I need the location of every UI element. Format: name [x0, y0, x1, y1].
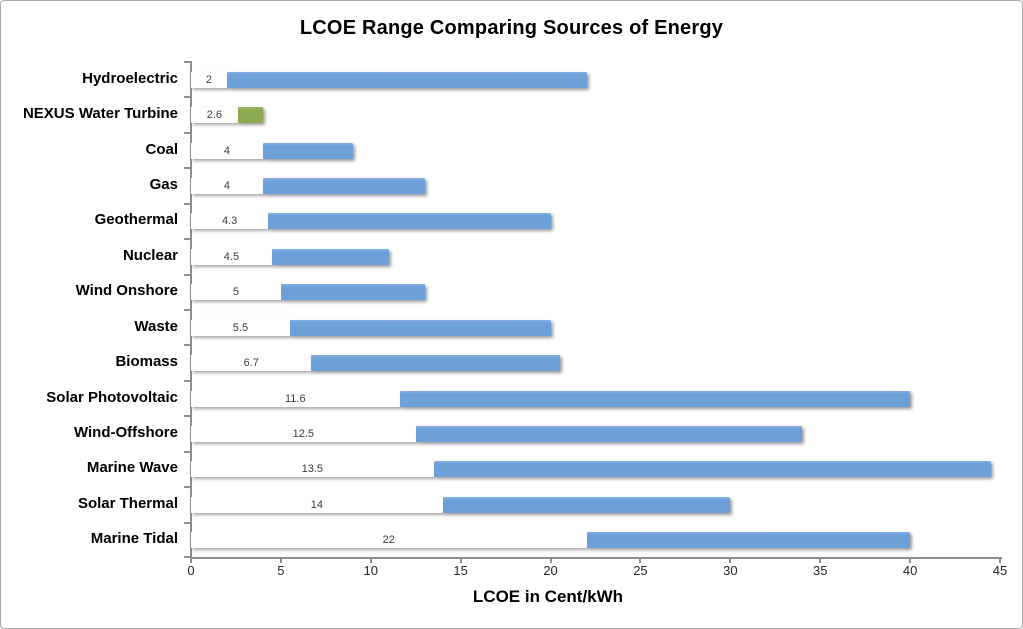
x-tick-label: 40	[902, 563, 918, 578]
x-tick-label: 30	[723, 563, 738, 578]
range-bar	[271, 248, 389, 265]
x-tick-label: 20	[543, 563, 558, 578]
x-axis-tick	[729, 557, 732, 563]
category-label: Biomass	[115, 353, 178, 371]
range-bar	[280, 284, 425, 301]
min-segment: 22	[191, 532, 587, 549]
min-segment: 4.3	[191, 213, 269, 230]
min-value-label: 13.5	[301, 463, 324, 476]
min-segment: 6.7	[191, 355, 312, 372]
y-axis-tick	[184, 556, 191, 558]
min-value-label: 2	[205, 73, 213, 86]
y-axis-line	[190, 61, 192, 557]
y-axis-tick	[184, 309, 191, 311]
x-axis-tick	[819, 557, 822, 563]
x-axis-line	[190, 557, 1002, 559]
category-label: Wind-Offshore	[73, 424, 178, 441]
x-axis-title: LCOE in Cent/kWh	[472, 587, 624, 606]
x-tick-label: 35	[812, 563, 828, 578]
y-axis-tick	[184, 167, 191, 170]
min-value-label: 4.3	[222, 215, 238, 228]
min-segment: 5	[191, 284, 281, 301]
category-label: Hydroelectric	[82, 69, 178, 87]
range-bar	[442, 496, 731, 513]
y-axis-tick	[184, 379, 191, 382]
x-tick-label: 5	[277, 563, 285, 578]
y-axis-tick	[184, 61, 191, 63]
y-axis-tick	[184, 131, 191, 134]
range-bar	[415, 426, 803, 442]
range-bar	[433, 461, 991, 478]
x-axis-tick	[369, 557, 372, 563]
category-label: Waste	[134, 317, 178, 335]
category-label: NEXUS Water Turbine	[22, 105, 178, 123]
chart-title: LCOE Range Comparing Sources of Energy	[299, 17, 724, 39]
range-bar	[289, 319, 551, 336]
x-axis-tick	[639, 557, 642, 563]
range-bar	[226, 71, 587, 88]
min-value-label: 14	[310, 498, 323, 511]
range-bar	[311, 355, 560, 372]
x-axis-tick	[549, 557, 552, 563]
x-axis-tick	[999, 557, 1001, 563]
x-tick-label: 15	[453, 563, 468, 578]
min-value-label: 4	[223, 144, 231, 157]
range-bar	[586, 532, 911, 549]
min-segment: 4	[191, 142, 263, 159]
min-segment: 13.5	[191, 461, 434, 478]
range-bar	[237, 107, 263, 124]
x-tick-label: 45	[992, 563, 1008, 578]
min-value-label: 6.7	[243, 357, 259, 370]
category-label: Solar Thermal	[77, 494, 178, 512]
y-axis-tick	[184, 96, 191, 99]
min-value-label: 4.5	[223, 250, 240, 263]
y-axis-tick	[184, 344, 191, 347]
min-segment: 14	[191, 496, 443, 513]
x-tick-label: 10	[363, 563, 378, 578]
y-axis-tick	[184, 238, 191, 241]
min-value-label: 22	[382, 534, 395, 547]
range-bar	[262, 178, 425, 194]
min-segment: 12.5	[191, 426, 416, 442]
range-bar	[399, 390, 911, 407]
category-label: Marine Wave	[86, 459, 178, 477]
range-bar	[262, 142, 353, 159]
y-axis-tick	[184, 450, 191, 453]
category-label: Marine Tidal	[90, 530, 178, 548]
x-axis-tick	[279, 557, 282, 563]
min-segment: 2	[191, 71, 227, 88]
x-tick-label: 0	[187, 563, 195, 578]
min-segment: 5.5	[191, 319, 290, 336]
category-label: Wind Onshore	[75, 282, 178, 300]
y-axis-tick	[184, 202, 191, 205]
x-axis-tick	[190, 557, 192, 563]
x-axis-tick	[909, 557, 912, 563]
x-tick-label: 25	[633, 563, 648, 578]
min-value-label: 11.6	[284, 392, 306, 405]
range-bar	[268, 213, 551, 230]
min-segment: 4	[191, 178, 263, 194]
x-axis-tick	[459, 557, 462, 563]
plot-area: 2 2.6 4 4 4.3 4.5 5 5.5 6.7 11.6 12.5 13.5 14 22	[184, 61, 1002, 559]
min-value-label: 4	[223, 180, 231, 192]
min-value-label: 12.5	[292, 428, 315, 440]
category-label: Coal	[145, 140, 178, 158]
min-value-label: 2.6	[206, 109, 223, 122]
y-axis-tick	[184, 521, 191, 524]
y-axis-tick	[184, 486, 191, 489]
y-axis-tick	[184, 415, 191, 418]
min-value-label: 5.5	[232, 321, 249, 334]
min-segment: 11.6	[191, 390, 400, 407]
min-segment: 4.5	[191, 248, 272, 265]
min-segment: 2.6	[191, 107, 238, 124]
category-label: Gas	[149, 176, 178, 193]
y-axis-tick	[184, 273, 191, 276]
category-label: Solar Photovoltaic	[46, 388, 178, 406]
category-label: Geothermal	[94, 211, 178, 229]
category-label: Nuclear	[122, 246, 178, 264]
min-value-label: 5	[232, 286, 239, 299]
